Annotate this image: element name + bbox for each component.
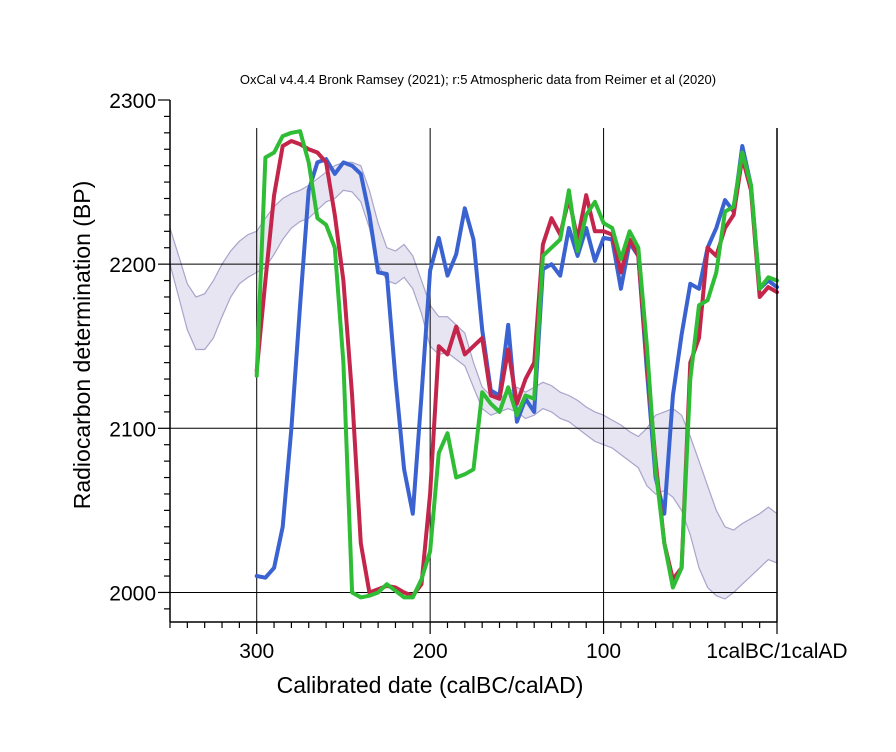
series-lines [254, 129, 779, 600]
y-tick-label-0: 2300 [109, 90, 156, 113]
chart-title: OxCal v4.4.4 Bronk Ramsey (2021); r:5 At… [240, 72, 716, 87]
y-tick-label-3: 2000 [109, 582, 156, 605]
series-line-2 [254, 129, 779, 600]
y-axis-label: Radiocarbon determination (BP) [69, 181, 95, 510]
y-tick-label-2: 2100 [109, 418, 156, 441]
plot-area [169, 128, 779, 622]
calibration-band [170, 162, 777, 599]
tick-labels: 2300 2200 2100 2000 300 200 100 1calBC/1calAD [109, 90, 847, 663]
x-tick-label-0: 300 [239, 640, 274, 663]
y-tick-label-1: 2200 [109, 254, 156, 277]
x-tick-label-2: 100 [586, 640, 621, 663]
series-line-0 [254, 144, 779, 580]
calibration-band-lower-edge [169, 189, 778, 600]
x-tick-label-3: 1calBC/1calAD [706, 640, 847, 663]
x-axis-label: Calibrated date (calBC/calAD) [277, 672, 584, 698]
x-tick-label-1: 200 [413, 640, 448, 663]
axes [158, 99, 778, 634]
